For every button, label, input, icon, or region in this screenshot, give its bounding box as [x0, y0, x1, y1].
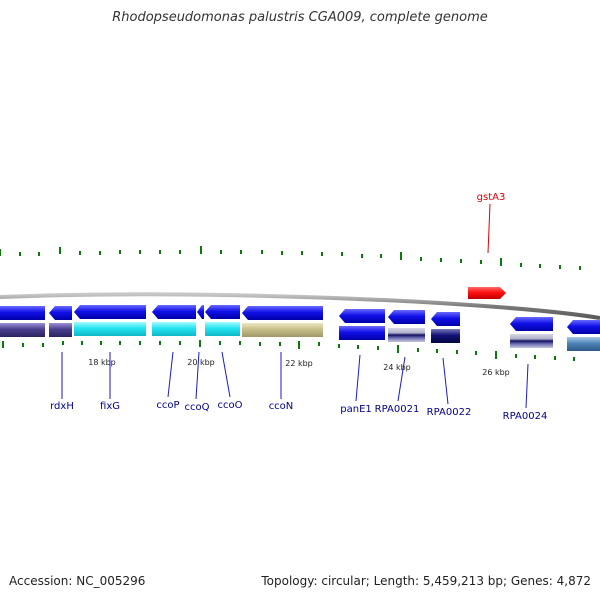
gene-label-RPA0021: RPA0021: [375, 404, 420, 415]
gene-label-panE1: panE1: [340, 404, 372, 415]
scale-label-24kbp: 24 kbp: [383, 363, 411, 372]
gene-label-rdxH: rdxH: [50, 401, 74, 412]
gene-RPA0022[interactable]: [431, 312, 460, 326]
gene-rdxH[interactable]: [49, 306, 72, 320]
gene-fixG[interactable]: [74, 305, 146, 319]
gene-ccoO[interactable]: [205, 305, 240, 319]
gene-right-edge[interactable]: [567, 320, 600, 334]
scale-label-26kbp: 26 kbp: [482, 368, 510, 377]
gene-label-ccoO: ccoO: [218, 400, 243, 411]
gene-label-fixG: fixG: [100, 401, 120, 412]
gene-label-ccoP: ccoP: [156, 400, 179, 411]
genome-summary-text: Topology: circular; Length: 5,459,213 bp…: [261, 574, 591, 588]
gene-ccoP[interactable]: [152, 305, 196, 319]
scale-label-20kbp: 20 kbp: [187, 358, 215, 367]
gene-RPA0024[interactable]: [510, 317, 553, 331]
leader-line-gstA3: [487, 203, 491, 254]
gene-ccoN[interactable]: [242, 306, 323, 320]
gene-label-ccoQ: ccoQ: [185, 402, 210, 413]
gene-label-gstA3: gstA3: [477, 192, 506, 203]
cog-category-ring: [0, 322, 600, 351]
gene-rdxH-left[interactable]: [0, 306, 45, 320]
gene-ccoQ[interactable]: [197, 305, 204, 319]
leader-lines: [61, 351, 529, 409]
gene-gstA3[interactable]: [468, 287, 506, 299]
scale-label-18kbp: 18 kbp: [88, 358, 116, 367]
gene-label-RPA0022: RPA0022: [427, 407, 472, 418]
reverse-strand-genes: [0, 305, 600, 334]
outer-tick-ring: [0, 246, 581, 270]
inner-tick-ring: [2, 340, 575, 361]
scale-label-22kbp: 22 kbp: [285, 359, 313, 368]
genome-backbone: [0, 292, 600, 320]
scale-labels: 18 kbp 20 kbp 22 kbp 24 kbp 26 kbp: [88, 358, 510, 377]
accession-text: Accession: NC_005296: [9, 574, 146, 588]
gene-label-ccoN: ccoN: [269, 401, 294, 412]
gene-panE1[interactable]: [339, 309, 385, 323]
gene-label-RPA0024: RPA0024: [503, 411, 548, 422]
map-title: Rhodopseudomonas palustris CGA009, compl…: [112, 10, 488, 25]
gene-RPA0021[interactable]: [388, 310, 425, 324]
gene-labels: rdxH fixG ccoP ccoQ ccoO ccoN panE1 RPA0…: [50, 400, 547, 422]
